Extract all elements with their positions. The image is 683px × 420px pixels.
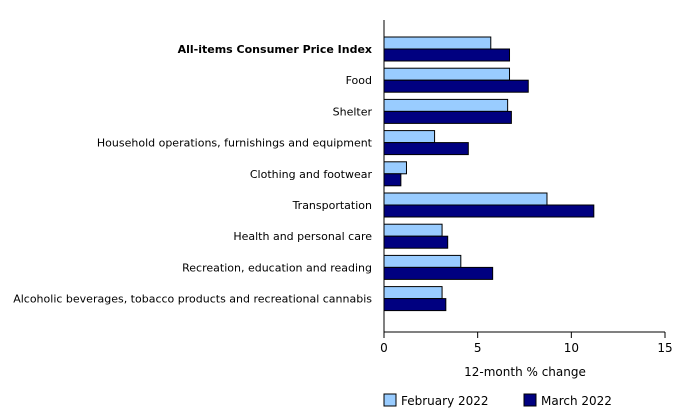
category-label: Recreation, education and reading bbox=[182, 261, 372, 274]
legend-swatch-mar bbox=[523, 393, 537, 407]
category-label: Transportation bbox=[292, 199, 372, 212]
legend-label-feb: February 2022 bbox=[401, 394, 489, 408]
category-label: Health and personal care bbox=[233, 230, 372, 243]
bars-layer bbox=[383, 36, 595, 312]
bar-mar-2 bbox=[383, 110, 512, 124]
bar-feb-6 bbox=[383, 223, 443, 237]
axes bbox=[383, 20, 665, 333]
legend-label-mar: March 2022 bbox=[541, 394, 612, 408]
bar-mar-1 bbox=[383, 79, 529, 93]
x-tick-label: 0 bbox=[380, 341, 388, 355]
x-tick-label: 10 bbox=[564, 341, 579, 355]
bar-feb-4 bbox=[383, 161, 407, 175]
bar-mar-0 bbox=[383, 48, 511, 62]
bar-feb-1 bbox=[383, 67, 511, 81]
x-axis-ticks: 0 5 10 15 bbox=[380, 332, 673, 355]
category-label: Alcoholic beverages, tobacco products an… bbox=[13, 293, 372, 306]
legend: February 2022 March 2022 bbox=[383, 393, 612, 408]
bar-feb-8 bbox=[383, 286, 443, 300]
x-axis-title: 12-month % change bbox=[464, 365, 586, 379]
bar-mar-3 bbox=[383, 142, 469, 156]
bar-mar-8 bbox=[383, 298, 447, 312]
bar-feb-7 bbox=[383, 254, 462, 268]
category-labels: All-items Consumer Price Index Food Shelte… bbox=[13, 43, 372, 306]
category-label: Shelter bbox=[333, 105, 373, 118]
category-label: Food bbox=[346, 74, 372, 87]
bar-feb-2 bbox=[383, 98, 509, 112]
x-tick-label: 15 bbox=[657, 341, 672, 355]
category-label: All-items Consumer Price Index bbox=[178, 43, 372, 56]
x-tick-label: 5 bbox=[474, 341, 482, 355]
bar-feb-5 bbox=[383, 192, 548, 206]
bar-feb-0 bbox=[383, 36, 492, 50]
bar-mar-7 bbox=[383, 266, 494, 280]
bar-mar-6 bbox=[383, 235, 449, 249]
category-label: Clothing and footwear bbox=[250, 168, 373, 181]
category-label: Household operations, furnishings and eq… bbox=[97, 137, 373, 150]
legend-swatch-feb bbox=[383, 393, 397, 407]
bar-feb-3 bbox=[383, 130, 436, 144]
bar-mar-4 bbox=[383, 173, 402, 187]
bar-mar-5 bbox=[383, 204, 595, 218]
